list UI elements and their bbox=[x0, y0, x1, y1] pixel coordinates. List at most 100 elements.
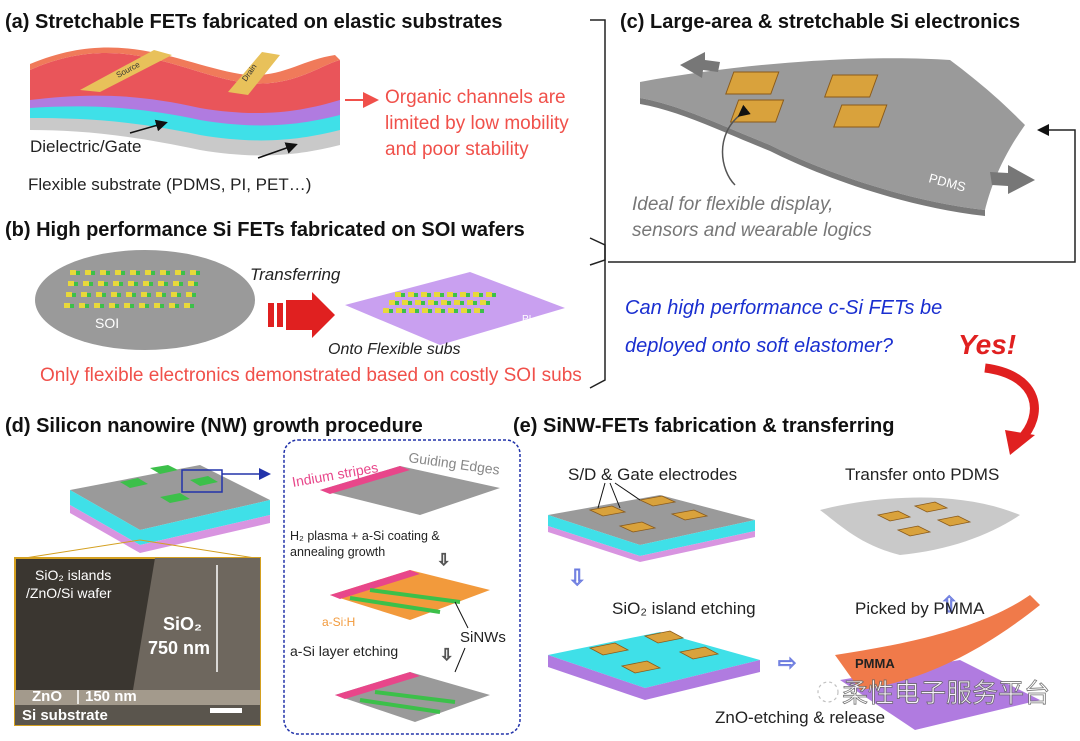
fet-channel bbox=[85, 304, 89, 308]
question-line-2: deployed onto soft elastomer? bbox=[625, 335, 894, 357]
fet-chip bbox=[389, 300, 395, 305]
fet-channel bbox=[492, 293, 496, 297]
fet-chip bbox=[96, 292, 102, 297]
fet-channel bbox=[389, 309, 393, 313]
fet-chip bbox=[160, 270, 166, 275]
curved-red-arrow bbox=[984, 363, 1039, 444]
watermark-logo-icon bbox=[817, 681, 839, 703]
zno-label: ZnO bbox=[32, 688, 62, 705]
fet-channel bbox=[115, 304, 119, 308]
stretch-arrow-right bbox=[990, 165, 1035, 194]
sio2-thickness: 750 nm bbox=[148, 638, 210, 658]
si-fet-chips bbox=[725, 71, 888, 128]
onto-flexible-label: Onto Flexible subs bbox=[328, 341, 461, 358]
fet-channel bbox=[117, 293, 121, 297]
growth-steps-box bbox=[283, 439, 521, 735]
bracket-b bbox=[589, 237, 606, 389]
sem-caption-line: /ZnO/Si wafer bbox=[26, 585, 112, 601]
picked-pmma-label: Picked by PMMA bbox=[855, 599, 985, 618]
fet-channel bbox=[190, 304, 194, 308]
soi-wafer bbox=[35, 250, 255, 350]
pi-label: PI bbox=[522, 314, 531, 325]
ideal-note-line: Ideal for flexible display, bbox=[632, 194, 833, 215]
organic-note-line: limited by low mobility bbox=[385, 113, 569, 134]
fet-chip bbox=[85, 270, 91, 275]
fet-channel bbox=[447, 301, 451, 305]
step2-label: a-Si layer etching bbox=[290, 643, 398, 659]
fet-channel bbox=[421, 301, 425, 305]
sio2-etch-label: SiO₂ island etching bbox=[612, 599, 756, 618]
release-label: ZnO-etching & release bbox=[715, 708, 885, 727]
fet-chip bbox=[409, 308, 415, 313]
chip-stack-2 bbox=[548, 630, 760, 700]
fet-chip bbox=[113, 281, 119, 286]
fet-channel bbox=[147, 293, 151, 297]
flexible-substrate bbox=[345, 272, 565, 345]
fet-chip bbox=[128, 281, 134, 286]
pdms-sheet-transferred bbox=[820, 497, 1020, 555]
fet-channel bbox=[149, 282, 153, 286]
pmma-pickup: PMMA bbox=[835, 595, 1040, 730]
dielectric-label: Dielectric/Gate bbox=[30, 137, 141, 156]
fet-chip bbox=[64, 303, 70, 308]
fet-channel bbox=[395, 301, 399, 305]
panel-b-title: (b) High performance Si FETs fabricated … bbox=[5, 219, 525, 241]
fet-chip bbox=[421, 292, 427, 297]
fet-chip bbox=[81, 292, 87, 297]
fet-channel bbox=[121, 271, 125, 275]
fet-chip bbox=[448, 308, 454, 313]
soi-label: SOI bbox=[95, 315, 119, 331]
fet-chip bbox=[109, 303, 115, 308]
fet-chip bbox=[428, 300, 434, 305]
fet-channel bbox=[134, 282, 138, 286]
fet-chip bbox=[190, 270, 196, 275]
fet-channel bbox=[414, 293, 418, 297]
fet-channel bbox=[454, 309, 458, 313]
fet-channel bbox=[428, 309, 432, 313]
stretchable-fet-device: Source Drain bbox=[30, 47, 340, 156]
fet-channel bbox=[87, 293, 91, 297]
fet-chip bbox=[124, 303, 130, 308]
fet-chip bbox=[184, 303, 190, 308]
fet-chip bbox=[100, 270, 106, 275]
fet-channel bbox=[166, 271, 170, 275]
si-substrate-label: Si substrate bbox=[22, 707, 108, 724]
fet-chip bbox=[79, 303, 85, 308]
fet-chip bbox=[188, 281, 194, 286]
question-line-1: Can high performance c-Si FETs be bbox=[625, 297, 942, 319]
fet-chip bbox=[486, 292, 492, 297]
soi-chip-array bbox=[64, 270, 200, 308]
fet-chip bbox=[94, 303, 100, 308]
fet-channel bbox=[130, 304, 134, 308]
sio2-label: SiO₂ bbox=[163, 614, 202, 634]
fet-chip bbox=[467, 300, 473, 305]
zno-thickness: 150 nm bbox=[85, 688, 137, 705]
fet-channel bbox=[196, 271, 200, 275]
fet-channel bbox=[453, 293, 457, 297]
pi-chip-array bbox=[383, 292, 496, 313]
fet-channel bbox=[100, 304, 104, 308]
fet-channel bbox=[194, 282, 198, 286]
pointer-arrow bbox=[257, 142, 298, 159]
fet-chip bbox=[126, 292, 132, 297]
fet-channel bbox=[70, 304, 74, 308]
panel-b: (b) High performance Si FETs fabricated … bbox=[5, 219, 582, 386]
panel-d-title: (d) Silicon nanowire (NW) growth procedu… bbox=[5, 415, 423, 437]
fet-chip bbox=[383, 308, 389, 313]
growth-steps: Indium stripes Guiding Edges H₂ plasma +… bbox=[290, 449, 506, 722]
fet-chip bbox=[156, 292, 162, 297]
watermark-text: 柔性电子服务平台 bbox=[842, 678, 1050, 708]
fet-chip bbox=[441, 300, 447, 305]
bracket-a-c bbox=[589, 19, 606, 266]
fet-channel bbox=[479, 293, 483, 297]
fet-channel bbox=[145, 304, 149, 308]
fet-chip bbox=[66, 292, 72, 297]
fet-chip bbox=[141, 292, 147, 297]
fet-chip bbox=[111, 292, 117, 297]
fet-channel bbox=[192, 293, 196, 297]
fet-channel bbox=[467, 309, 471, 313]
fet-channel bbox=[486, 301, 490, 305]
fet-channel bbox=[119, 282, 123, 286]
transfer-pdms-label: Transfer onto PDMS bbox=[845, 465, 999, 484]
fet-channel bbox=[136, 271, 140, 275]
